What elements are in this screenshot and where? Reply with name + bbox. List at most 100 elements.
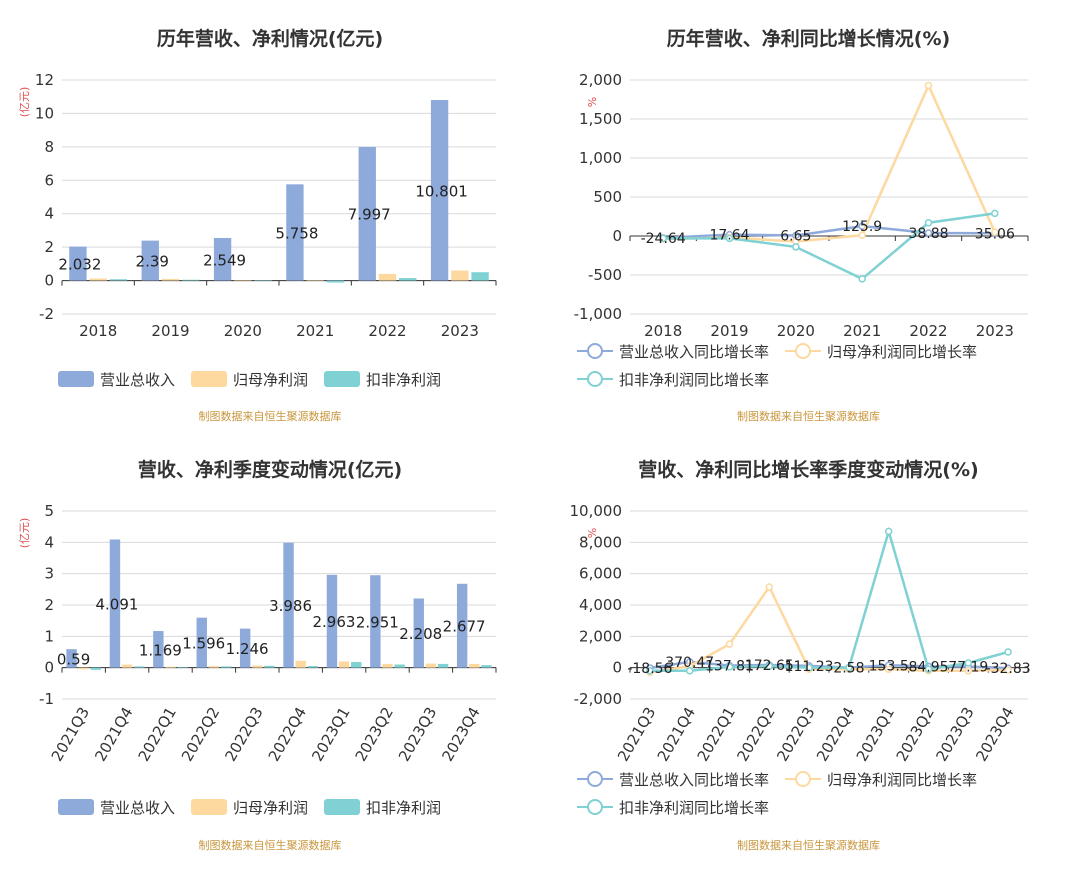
legend-item-deducted-profit-growth[interactable]: 扣非净利润同比增长率 (577, 793, 769, 821)
legend-swatch (191, 799, 228, 815)
y-tick-label: 10 (35, 104, 54, 122)
y-tick-label: 6,000 (579, 565, 622, 583)
data-point (792, 243, 800, 251)
x-tick-label: 2023Q3 (932, 704, 977, 765)
x-tick-label: 2023Q1 (308, 704, 353, 765)
bar (306, 280, 324, 281)
bar (378, 273, 397, 281)
data-point (685, 667, 694, 675)
legend-item-revenue[interactable]: 营业总收入 (58, 365, 175, 393)
data-label: 5.758 (275, 224, 318, 242)
bar (382, 663, 393, 668)
x-tick-label: 2021 (843, 322, 881, 340)
data-point (845, 663, 853, 672)
x-tick-label: 2020 (224, 322, 262, 340)
data-label: -32.83 (986, 661, 1031, 677)
bar (425, 663, 437, 668)
x-tick-label: 2023 (441, 322, 479, 340)
bar (165, 666, 176, 668)
data-point (659, 234, 667, 243)
chart-title: 历年营收、净利情况(亿元) (156, 28, 384, 50)
legend-item-net-profit-growth[interactable]: 归母净利润同比增长率 (785, 337, 977, 365)
bar (283, 542, 294, 668)
legend-item-revenue-growth[interactable]: 营业总收入同比增长率 (577, 337, 769, 365)
bar (252, 665, 263, 668)
legend-label: 归母净利润同比增长率 (827, 342, 978, 361)
data-point (1004, 666, 1012, 674)
bar (121, 664, 133, 668)
x-tick-label: 2022Q2 (733, 704, 778, 765)
legend-item-net-profit[interactable]: 归母净利润 (191, 793, 308, 821)
chart-legend: 营业总收入 归母净利润 扣非净利润 (58, 793, 538, 821)
series-line (663, 224, 995, 240)
data-point (765, 583, 774, 591)
x-tick-label: 2021Q3 (614, 704, 659, 765)
legend-swatch (324, 799, 361, 815)
legend-label: 营业总收入同比增长率 (619, 770, 770, 789)
y-tick-label: 10,000 (570, 502, 623, 520)
legend-item-revenue-growth[interactable]: 营业总收入同比增长率 (577, 765, 769, 793)
data-point (991, 228, 999, 236)
x-tick-label: 2023 (976, 322, 1014, 340)
chart-legend: 营业总收入同比增长率 归母净利润同比增长率 扣非净利润同比增长率 (577, 765, 1057, 821)
bar (394, 664, 405, 668)
data-label: 2.951 (356, 613, 399, 631)
bar (109, 279, 128, 281)
legend-label: 营业总收入 (100, 370, 176, 389)
source-note: 制图数据来自恒生聚源数据库 (198, 839, 342, 852)
y-tick-label: 12 (35, 71, 54, 89)
x-tick-label: 2023Q1 (853, 704, 898, 765)
y-tick-label: 2,000 (579, 627, 622, 645)
legend-item-deducted-profit[interactable]: 扣非净利润 (324, 365, 441, 393)
legend-swatch (785, 771, 822, 787)
y-tick-label: 0 (612, 659, 622, 677)
data-point (725, 663, 734, 671)
data-label: 17.64 (709, 228, 749, 244)
legend-swatch (58, 371, 94, 387)
y-tick-label: 1,000 (579, 149, 622, 167)
bar (220, 666, 232, 668)
y-tick-label: 2 (44, 238, 54, 256)
x-tick-label: 2022Q2 (178, 704, 223, 765)
data-point (646, 667, 654, 675)
y-tick-label: 8 (44, 138, 54, 156)
bar (196, 617, 207, 668)
bar (161, 278, 180, 281)
y-axis-label: (亿元) (18, 87, 31, 118)
x-tick-label: 2022Q4 (813, 704, 858, 765)
bar (213, 237, 232, 281)
data-label: 0.59 (57, 650, 90, 668)
data-point (765, 662, 774, 670)
y-tick-label: 2 (44, 596, 54, 614)
legend-item-deducted-profit-growth[interactable]: 扣非净利润同比增长率 (577, 365, 769, 393)
y-tick-label: 1 (44, 627, 54, 645)
legend-item-revenue[interactable]: 营业总收入 (58, 793, 175, 821)
data-point (858, 275, 866, 283)
bar (469, 663, 480, 668)
x-tick-label: 2022Q1 (694, 704, 739, 765)
legend-swatch (191, 371, 228, 387)
legend-item-net-profit[interactable]: 归母净利润 (191, 365, 308, 393)
data-label: 137.81 (705, 659, 754, 675)
data-label: 7.997 (348, 206, 391, 224)
legend-label: 扣非净利润 (366, 798, 442, 817)
bar (471, 272, 489, 281)
quarterly-growth-panel: 营收、净利同比增长率季度变动情况(%) -2,000 0 2,000 4,000 6,0… (540, 435, 1077, 871)
bar (413, 598, 424, 668)
x-tick-label: 2023Q3 (395, 704, 440, 765)
legend-label: 归母净利润 (233, 370, 309, 389)
legend-item-deducted-profit[interactable]: 扣非净利润 (324, 793, 441, 821)
bar (89, 278, 107, 281)
legend-item-net-profit-growth[interactable]: 归母净利润同比增长率 (785, 765, 977, 793)
bar (239, 628, 251, 668)
data-label: 38.88 (908, 226, 948, 242)
y-tick-label: 0 (612, 227, 622, 245)
bar (481, 665, 492, 668)
y-tick-label: 0 (44, 272, 54, 290)
x-tick-label: 2018 (644, 322, 682, 340)
bar (90, 667, 102, 670)
source-note: 制图数据来自恒生聚源数据库 (198, 410, 342, 423)
data-label: 172.65 (745, 658, 794, 674)
y-tick-label: 4,000 (579, 596, 622, 614)
bar (437, 663, 449, 668)
